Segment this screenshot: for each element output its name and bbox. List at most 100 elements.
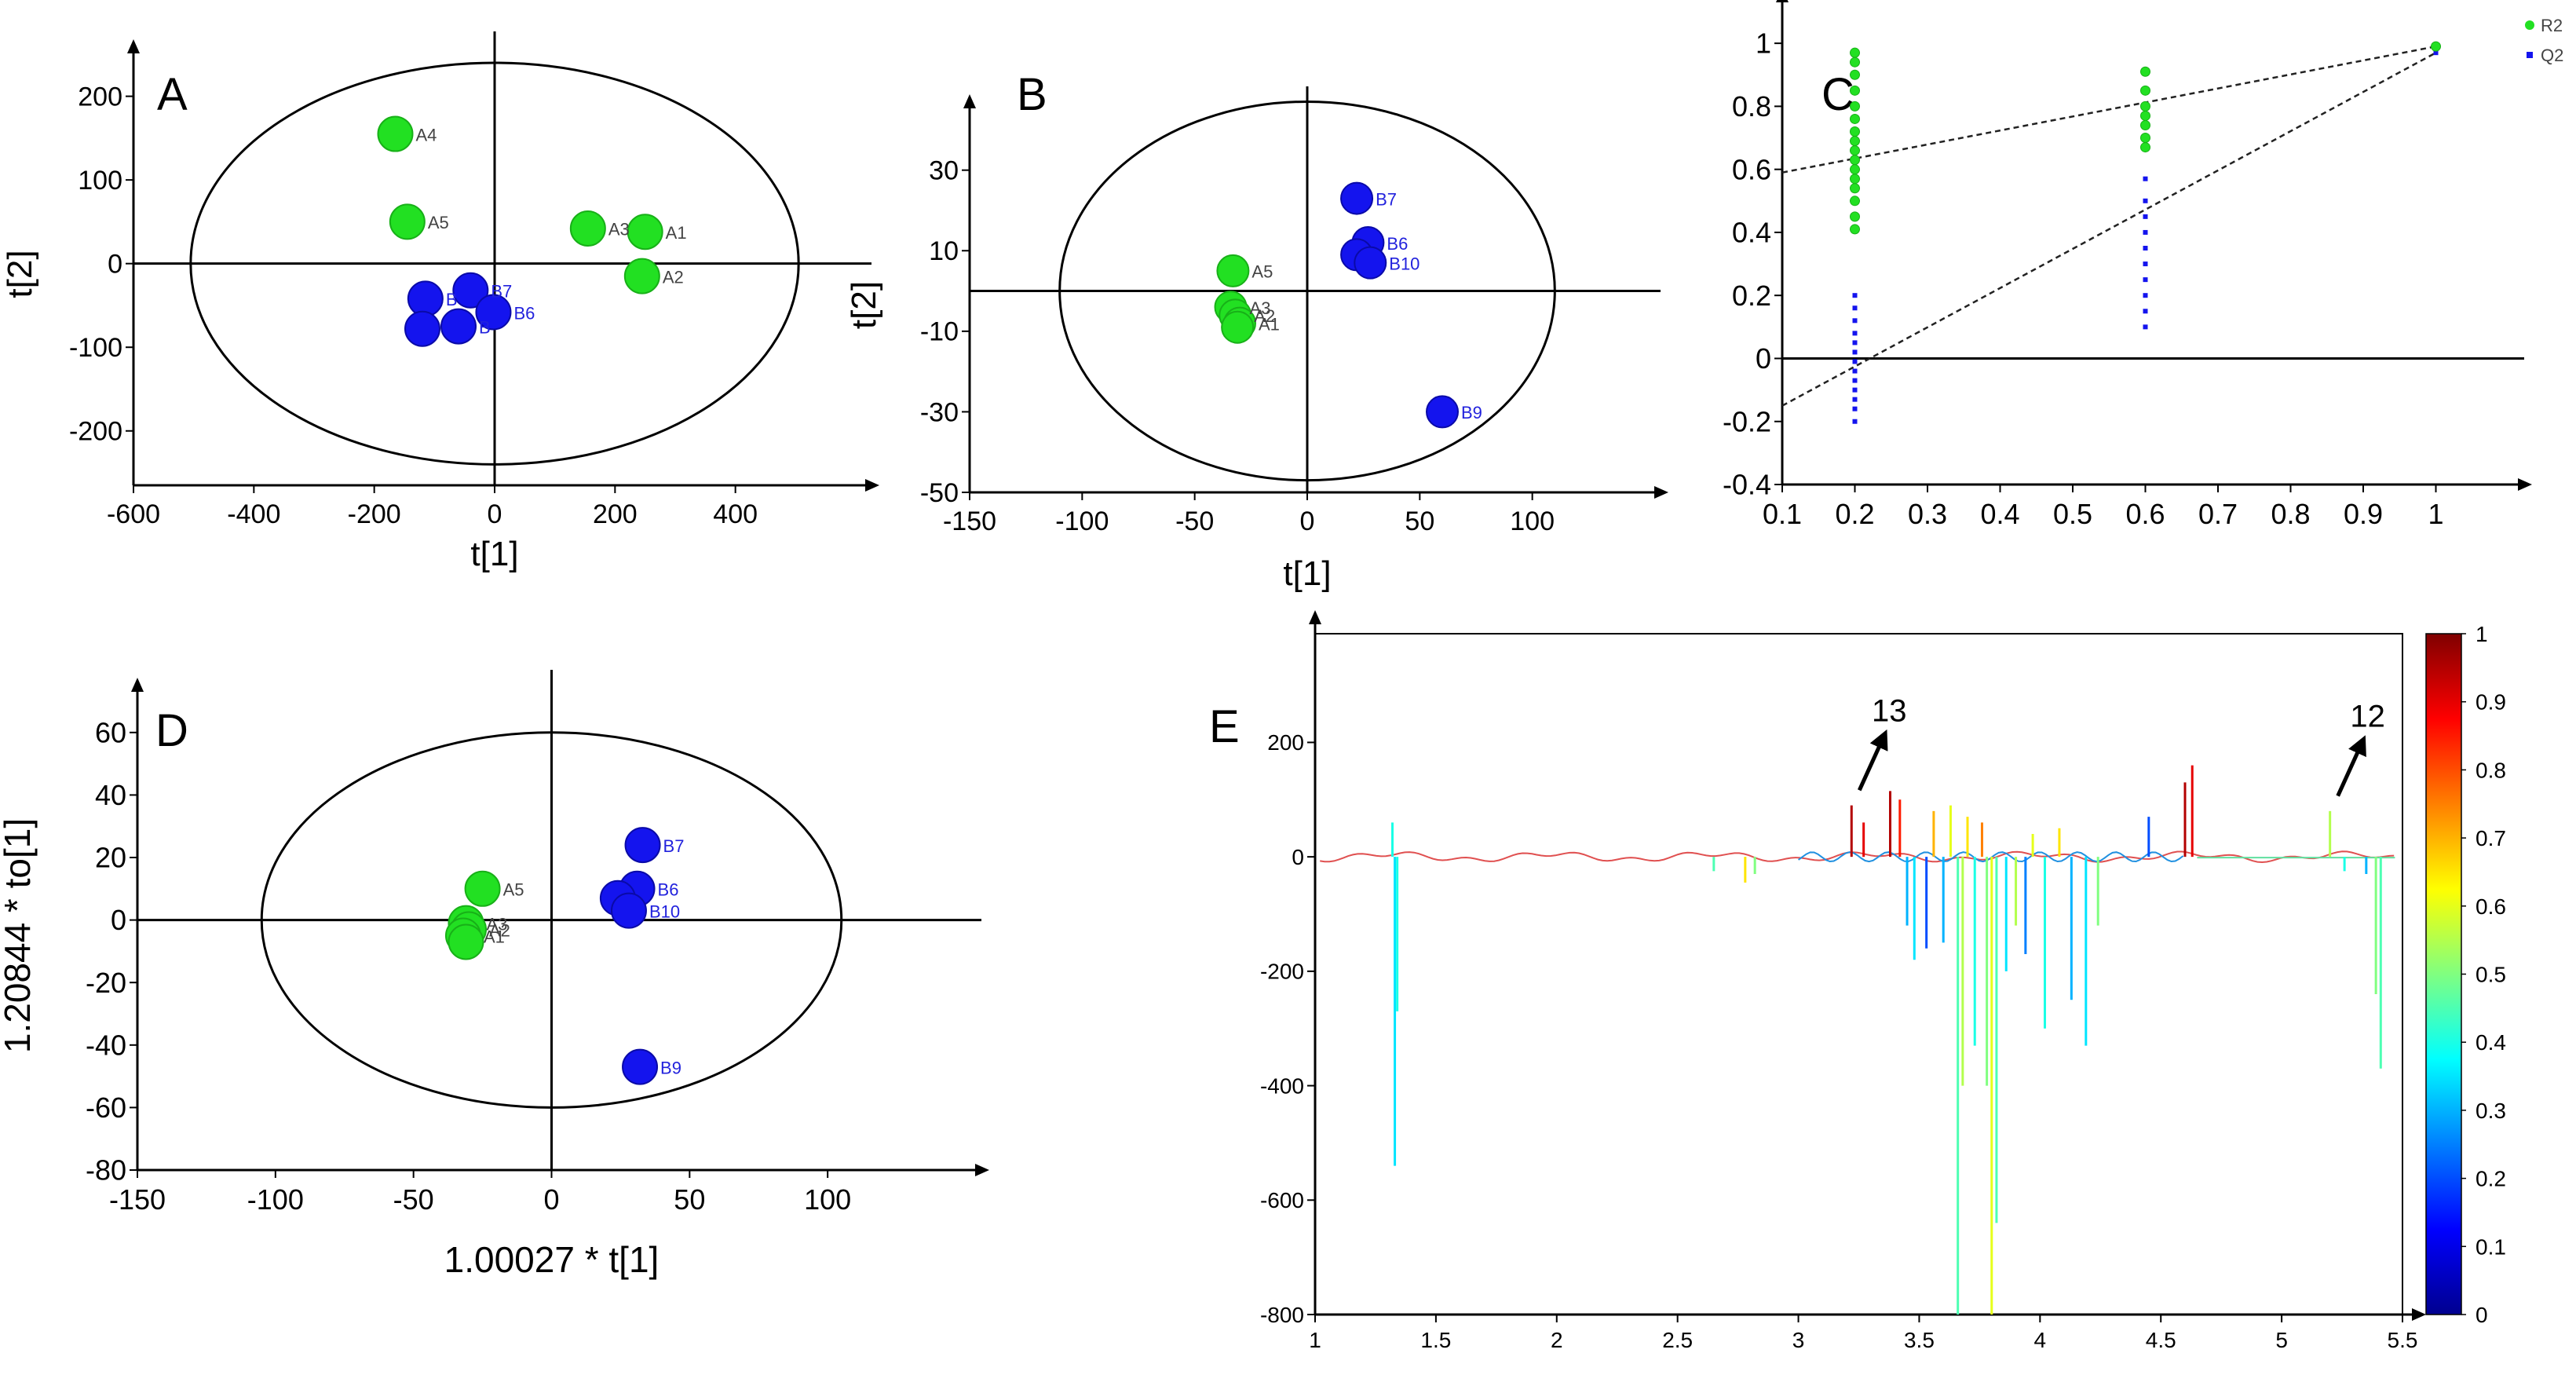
x-axis-label: 1.00027 * t[1] xyxy=(444,1239,660,1280)
sample-label: A5 xyxy=(1251,262,1273,282)
y-tick-label: -400 xyxy=(1260,1073,1304,1098)
x-tick-label: 3 xyxy=(1792,1328,1805,1352)
y-tick-label: 0.8 xyxy=(1732,90,1771,123)
y-tick-label: 0 xyxy=(111,904,126,936)
q2-point xyxy=(2433,50,2439,56)
legend-marker-q2 xyxy=(2527,52,2533,58)
colorbar-tick-label: 0.3 xyxy=(2476,1099,2506,1123)
y-tick-label: -100 xyxy=(69,333,122,363)
y-axis-arrow xyxy=(131,678,144,692)
y-tick-label: 200 xyxy=(78,82,122,112)
r2-point xyxy=(1850,145,1860,156)
y-tick-label: 0.6 xyxy=(1732,153,1771,185)
sample-label: B6 xyxy=(513,303,535,323)
r2-point xyxy=(2140,101,2150,112)
sample-point xyxy=(404,310,440,347)
sample-point xyxy=(623,258,660,294)
y-tick-label: 0 xyxy=(1756,342,1771,375)
x-tick-label: 2.5 xyxy=(1662,1328,1693,1352)
r2-point xyxy=(1850,224,1860,235)
x-axis-arrow xyxy=(2412,1308,2426,1321)
colorbar-tick-label: 0.4 xyxy=(2476,1030,2506,1055)
r2-point xyxy=(1850,57,1860,68)
x-tick-label: 0.7 xyxy=(2198,498,2238,530)
r2-point xyxy=(1850,126,1860,137)
r2-point xyxy=(1850,155,1860,166)
panel-letter: A xyxy=(157,69,188,120)
y-axis-arrow xyxy=(127,39,140,53)
panel-a-pca-scores: A -600 -400 -200 0 200 400 -200 -100 0 100 200 t[1] t… xyxy=(1,31,879,573)
x-tick-label: 1.5 xyxy=(1420,1328,1451,1352)
q2-point xyxy=(1852,340,1858,346)
y-tick-label: -0.4 xyxy=(1723,469,1771,501)
x-tick-label: 0.1 xyxy=(1763,498,1802,530)
sample-label: A2 xyxy=(489,920,510,940)
q2-point xyxy=(1852,406,1858,411)
colorbar-tick-label: 0.2 xyxy=(2476,1167,2506,1191)
annotation-label: 12 xyxy=(2350,700,2385,734)
r2-point xyxy=(2140,133,2150,144)
colorbar-tick-label: 0.1 xyxy=(2476,1234,2506,1259)
y-tick-label: -30 xyxy=(920,397,959,427)
x-tick-label: 5 xyxy=(2275,1328,2288,1352)
x-tick-label: 400 xyxy=(713,499,758,529)
legend-label-q2: Q2 xyxy=(2541,46,2563,65)
y-tick-label: -200 xyxy=(1260,960,1304,984)
sample-point xyxy=(1216,254,1250,287)
colorbar xyxy=(2425,633,2462,1315)
y-tick-label: -10 xyxy=(920,317,959,347)
sample-label: A1 xyxy=(484,927,505,946)
x-tick-label: 0.9 xyxy=(2344,498,2383,530)
sample-point xyxy=(452,272,489,309)
x-tick-label: 0 xyxy=(488,499,502,529)
colorbar-tick-label: 0.9 xyxy=(2476,690,2506,715)
sample-point xyxy=(440,308,477,345)
r2-point xyxy=(1850,85,1860,96)
r2-point xyxy=(1850,101,1860,112)
colorbar-tick-label: 0.7 xyxy=(2476,826,2506,850)
sample-label: A5 xyxy=(428,213,449,232)
panel-e-s-line-plot: E 1 1.5 2 2.5 3 3.5 4 4.5 5 5.5 -800 -600 -400 -200 0 20… xyxy=(1209,610,2506,1352)
q2-point xyxy=(1852,378,1858,383)
sample-label: B7 xyxy=(663,836,685,856)
x-tick-label: 100 xyxy=(804,1183,851,1216)
y-tick-label: -200 xyxy=(69,417,122,447)
x-tick-label: 0.4 xyxy=(1980,498,2019,530)
sample-label: A4 xyxy=(416,125,437,144)
sample-label: A5 xyxy=(503,880,524,900)
y-tick-label: 0 xyxy=(1292,845,1304,869)
y-tick-label: 60 xyxy=(95,716,126,748)
y-tick-label: 0.4 xyxy=(1732,217,1771,249)
sample-label: B xyxy=(479,317,491,337)
sample-point xyxy=(627,214,663,250)
sample-label: B10 xyxy=(1389,254,1420,273)
r2-point xyxy=(1850,113,1860,124)
sample-label: A1 xyxy=(666,223,687,243)
sample-point xyxy=(1221,310,1255,344)
sample-point xyxy=(407,280,444,317)
x-tick-label: 0.6 xyxy=(2125,498,2165,530)
x-tick-label: -150 xyxy=(943,506,996,536)
x-tick-label: 100 xyxy=(1510,506,1555,536)
legend-marker-r2 xyxy=(2525,20,2534,30)
r2-point xyxy=(2140,66,2150,77)
x-tick-label: 200 xyxy=(593,499,638,529)
x-tick-label: 0.8 xyxy=(2271,498,2310,530)
r2-point xyxy=(1850,164,1860,175)
q2-point xyxy=(1852,349,1858,355)
x-tick-label: -600 xyxy=(107,499,160,529)
sample-label: A2 xyxy=(1254,306,1275,326)
sample-point xyxy=(389,203,426,240)
q2-point xyxy=(1852,397,1858,402)
q2-point xyxy=(1852,368,1858,374)
sample-label: B6 xyxy=(1387,234,1408,254)
x-tick-label: -50 xyxy=(1175,506,1214,536)
legend-label-r2: R2 xyxy=(2541,16,2563,35)
sample-label: A3 xyxy=(486,914,507,934)
q2-point xyxy=(2143,214,2148,219)
y-tick-label: -40 xyxy=(86,1029,126,1061)
baseline-trace xyxy=(1320,850,2395,864)
x-tick-label: 3.5 xyxy=(1904,1328,1935,1352)
y-axis-label: 1.20844 * to[1] xyxy=(0,818,38,1053)
